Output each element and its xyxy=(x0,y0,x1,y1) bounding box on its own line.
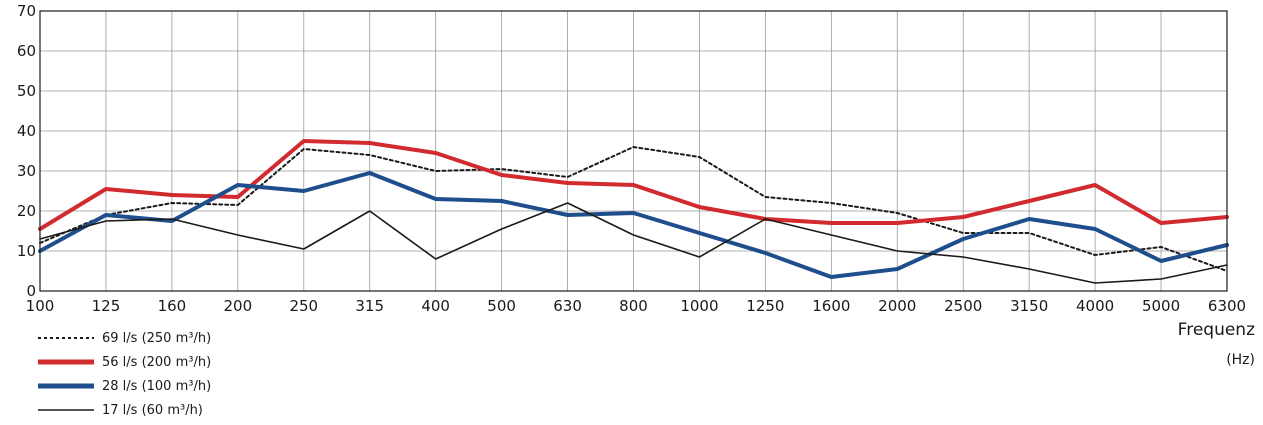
legend-label: 17 l/s (60 m³/h) xyxy=(102,402,203,418)
legend-item: 28 l/s (100 m³/h) xyxy=(36,374,211,398)
y-tick-label: 50 xyxy=(17,82,36,100)
y-tick-label: 70 xyxy=(17,2,36,20)
x-tick-label: 160 xyxy=(158,297,187,315)
legend-item: 69 l/s (250 m³/h) xyxy=(36,326,211,350)
y-tick-label: 60 xyxy=(17,42,36,60)
x-tick-label: 1000 xyxy=(680,297,718,315)
y-tick-label: 10 xyxy=(17,242,36,260)
x-tick-label: 100 xyxy=(26,297,55,315)
y-tick-label: 30 xyxy=(17,162,36,180)
x-tick-label: 630 xyxy=(553,297,582,315)
x-axis-unit: (Hz) xyxy=(1226,352,1255,368)
y-tick-label: 40 xyxy=(17,122,36,140)
legend-item: 56 l/s (200 m³/h) xyxy=(36,350,211,374)
series-line-2 xyxy=(38,171,1229,279)
legend-label: 69 l/s (250 m³/h) xyxy=(102,330,212,346)
x-tick-label: 125 xyxy=(92,297,121,315)
legend-label: 28 l/s (100 m³/h) xyxy=(102,378,212,394)
x-tick-label: 500 xyxy=(487,297,516,315)
series-line-3 xyxy=(39,202,1228,284)
x-tick-label: 5000 xyxy=(1142,297,1180,315)
y-tick-label: 20 xyxy=(17,202,36,220)
plot-frame xyxy=(39,10,1228,292)
x-tick-label: 2000 xyxy=(878,297,916,315)
x-tick-label: 2500 xyxy=(944,297,982,315)
legend-swatch-28 xyxy=(38,383,94,389)
x-tick-label: 1250 xyxy=(746,297,784,315)
series-line-0 xyxy=(39,146,1228,272)
series-line-1 xyxy=(38,139,1229,231)
y-tick-label: 0 xyxy=(26,282,36,300)
x-tick-label: 800 xyxy=(619,297,648,315)
legend-swatch-17 xyxy=(38,409,94,411)
x-tick-label: 200 xyxy=(224,297,253,315)
x-axis-title: Frequenz (Hz) xyxy=(1178,320,1255,368)
series-group xyxy=(38,139,1229,284)
x-tick-label: 4000 xyxy=(1076,297,1114,315)
legend-item: 17 l/s (60 m³/h) xyxy=(36,398,211,422)
x-axis-label: Frequenz xyxy=(1177,320,1255,340)
x-tick-label: 6300 xyxy=(1208,297,1246,315)
x-tick-label: 1600 xyxy=(812,297,850,315)
legend-swatch-56 xyxy=(38,359,94,365)
x-tick-label: 315 xyxy=(355,297,384,315)
x-tick-label: 400 xyxy=(421,297,450,315)
legend-swatch-69 xyxy=(38,337,94,339)
y-tick-labels: 0 10 20 30 40 50 60 70 xyxy=(17,2,36,300)
x-tick-labels: 100 125 160 200 250 315 400 500 630 800 1000 1250 16… xyxy=(26,297,1246,315)
legend: 69 l/s (250 m³/h) 56 l/s (200 m³/h) 28 l… xyxy=(36,326,211,422)
x-tick-label: 3150 xyxy=(1010,297,1048,315)
x-tick-label: 250 xyxy=(289,297,318,315)
legend-label: 56 l/s (200 m³/h) xyxy=(102,354,212,370)
grid-lines xyxy=(39,10,1228,292)
